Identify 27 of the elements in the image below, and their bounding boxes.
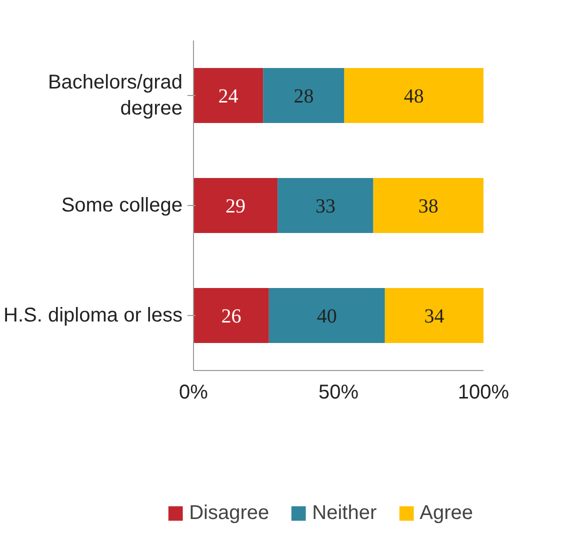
x-tick-label: 100% [458, 382, 510, 404]
data-label: 40 [316, 306, 337, 328]
bar [194, 178, 278, 233]
data-label: 34 [424, 306, 444, 328]
data-label: 26 [221, 306, 242, 328]
legend-label: Agree [420, 502, 473, 524]
bar [194, 288, 269, 343]
bar [384, 288, 484, 343]
data-label: 24 [218, 86, 238, 108]
data-label: 48 [404, 86, 424, 108]
x-tick-label: 50% [318, 382, 359, 404]
data-label: 38 [418, 196, 438, 218]
bar [194, 68, 264, 123]
y-tick-label: Some college [61, 194, 183, 216]
data-label: 29 [226, 196, 246, 218]
x-tick-label: 0% [179, 382, 208, 404]
bar [373, 178, 484, 233]
legend-label: Disagree [189, 502, 270, 524]
y-tick-label: Bachelors/grad degree [48, 71, 183, 120]
y-tick-label: H.S. diploma or less [4, 304, 183, 326]
data-label: 33 [315, 196, 336, 218]
legend-label: Neither [312, 502, 377, 524]
data-label: 28 [294, 86, 314, 108]
bar [268, 288, 385, 343]
bar [344, 68, 484, 123]
bar [263, 68, 344, 123]
bar [278, 178, 374, 233]
